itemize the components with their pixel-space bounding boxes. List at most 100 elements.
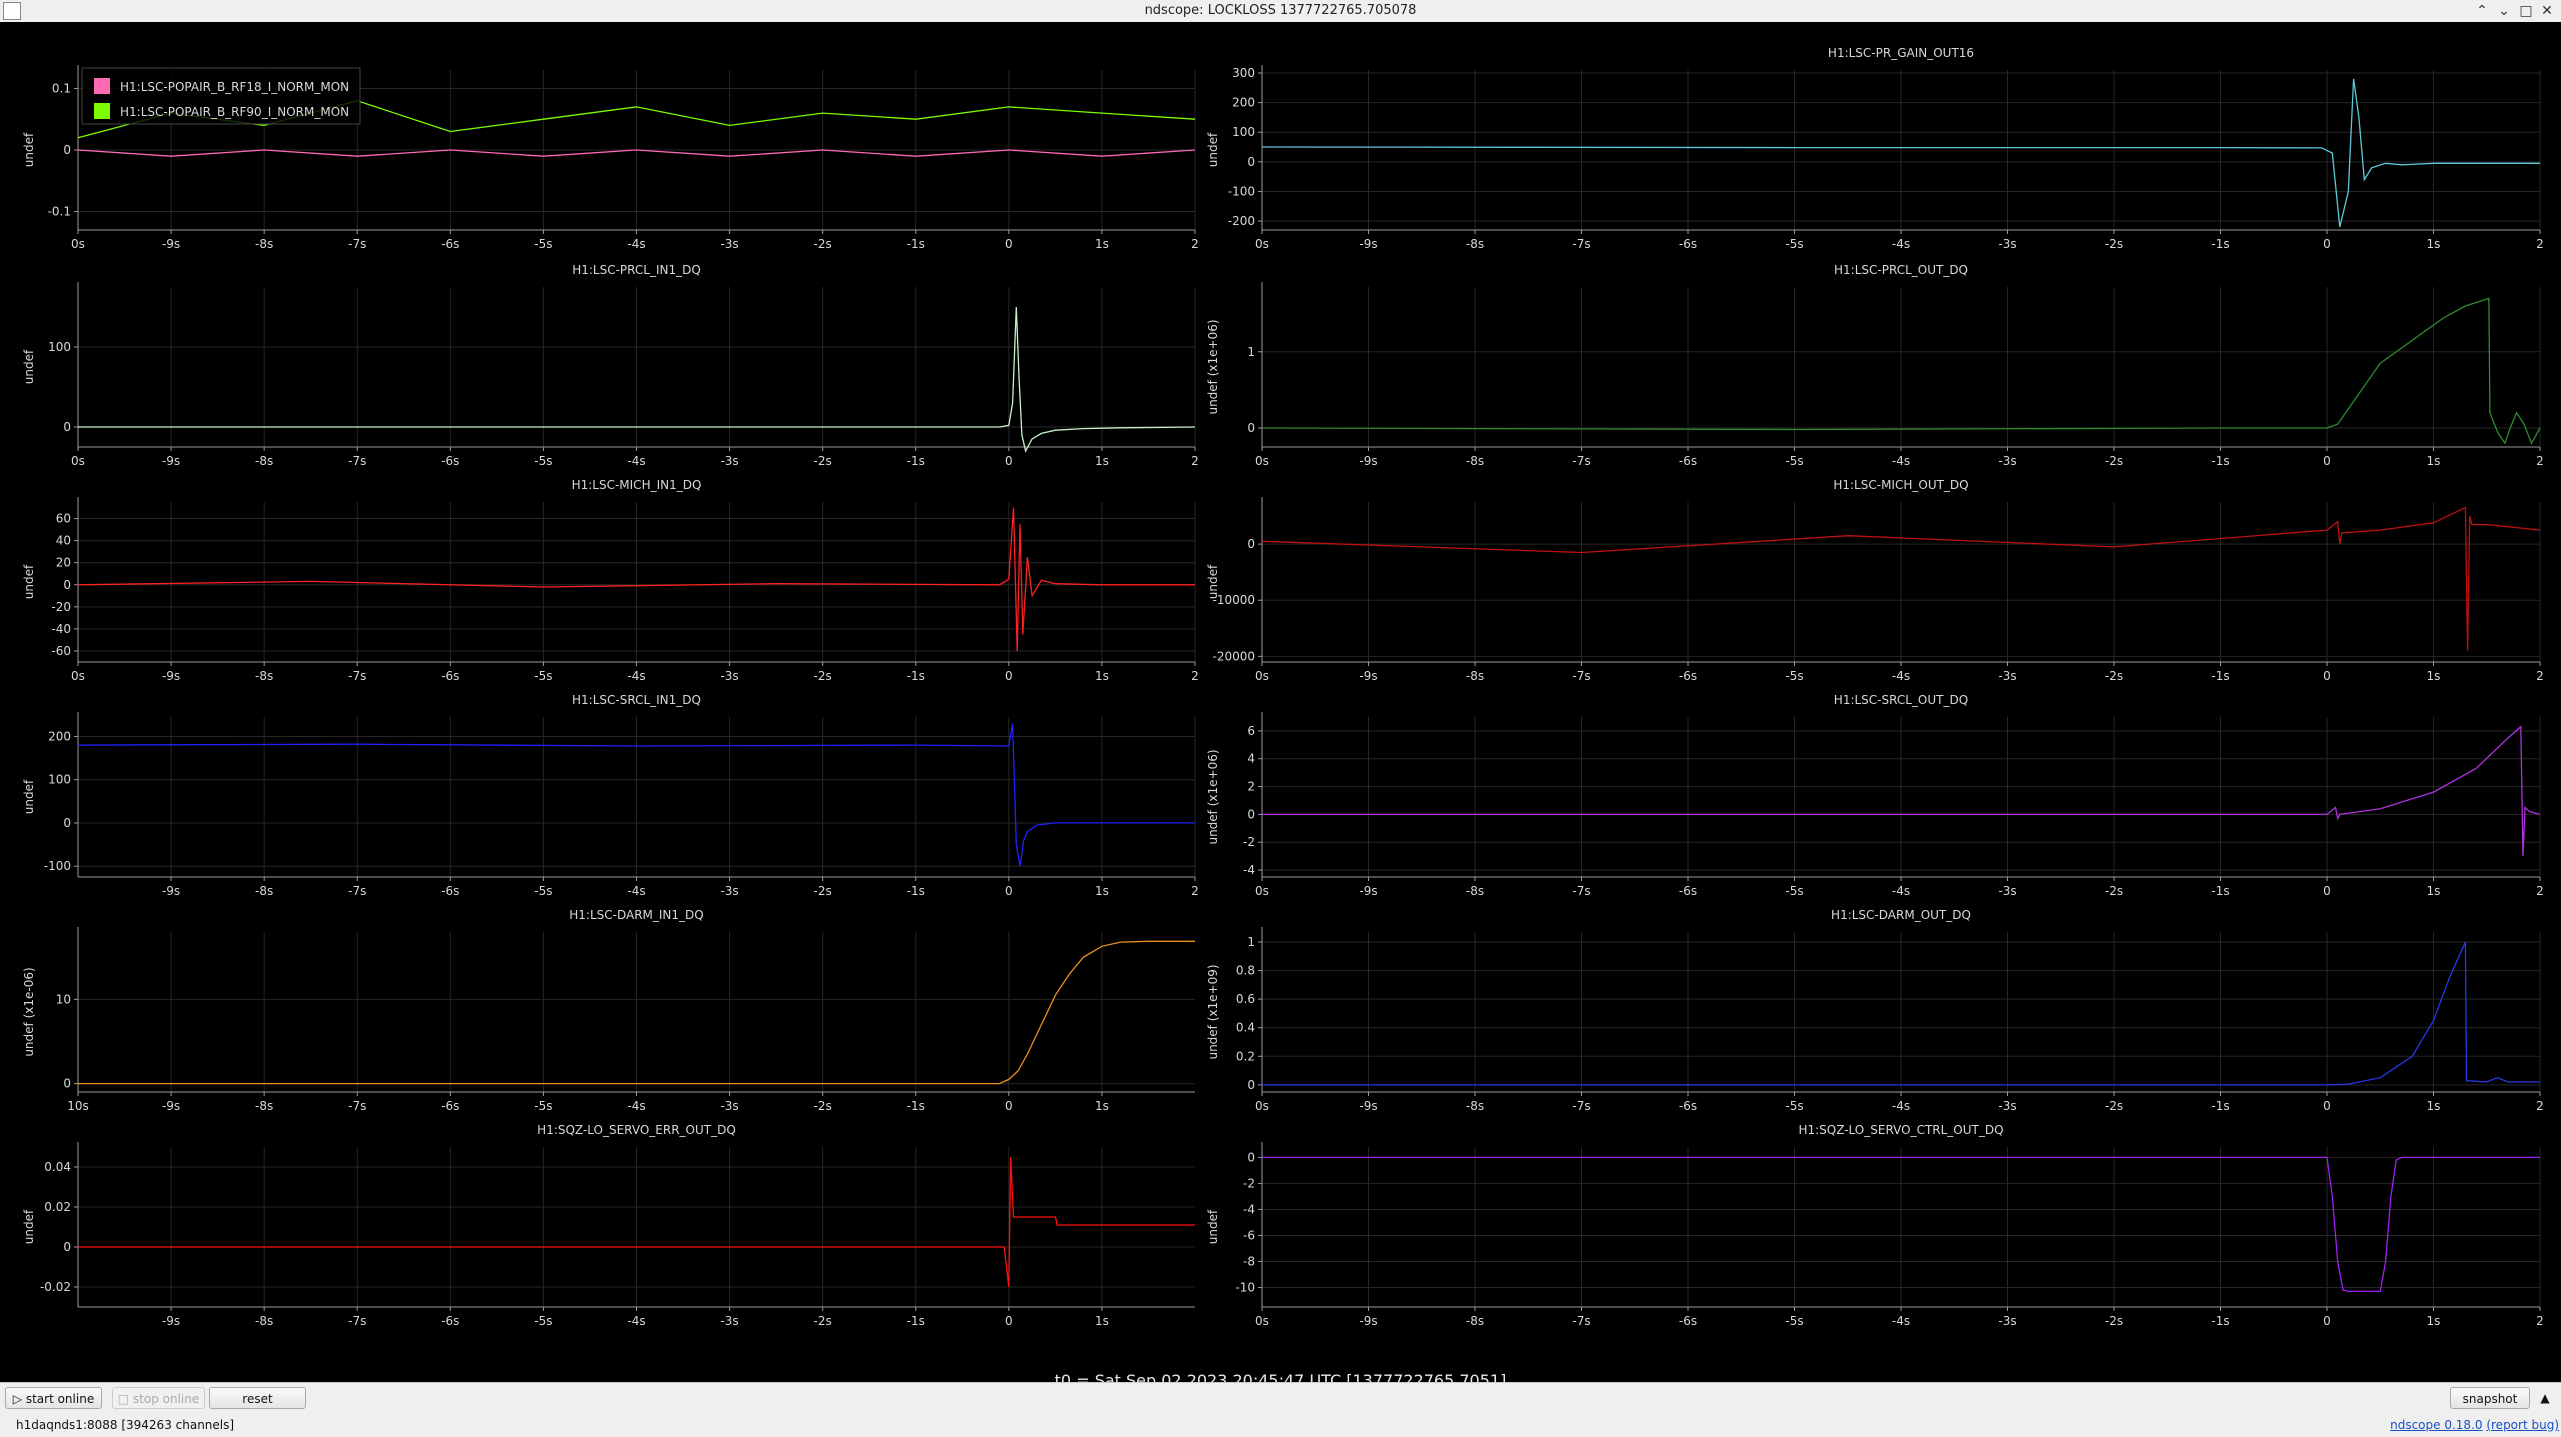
y-tick-label: -8	[1243, 1254, 1255, 1268]
x-tick-label: -1s	[2211, 1314, 2229, 1328]
plot-panel[interactable]: -0.1 0 0.1 0s -9s -8s -7s -6s -5s -4s -3s -2s -1s 0 1s…	[22, 65, 1199, 251]
x-tick-label: 0	[1005, 884, 1013, 898]
x-tick-label: 1s	[2427, 669, 2441, 683]
stop-online-button[interactable]: □ stop online	[112, 1387, 205, 1409]
x-tick-label: -7s	[1572, 1099, 1590, 1113]
x-tick-label: 0	[2323, 454, 2331, 468]
x-tick-label: -1s	[2211, 1099, 2229, 1113]
series-line	[78, 1156, 1195, 1288]
x-tick-label: -9s	[162, 237, 180, 251]
y-tick-label: 300	[1232, 66, 1255, 80]
x-tick-label: -8s	[1466, 1314, 1484, 1328]
report-bug-link[interactable]: (report bug)	[2486, 1418, 2559, 1432]
x-tick-label: -6s	[441, 884, 459, 898]
plot-area[interactable]: -0.1 0 0.1 0s -9s -8s -7s -6s -5s -4s -3s -2s -1s 0 1s…	[0, 22, 2561, 1390]
x-tick-label: 0s	[1255, 237, 1269, 251]
x-tick-label: -6s	[441, 237, 459, 251]
minimize-icon[interactable]: ⌃	[2476, 3, 2488, 19]
x-tick-label: -5s	[534, 237, 552, 251]
x-tick-label: -5s	[534, 454, 552, 468]
x-tick-label: 0	[2323, 1314, 2331, 1328]
plot-panel[interactable]: -0.02 0 0.02 0.04 -9s -8s -7s -6s -5s -4s -3s -2s -1…	[22, 1123, 1195, 1328]
x-tick-label: -6s	[1679, 454, 1697, 468]
y-tick-label: -100	[1228, 184, 1255, 198]
plot-title: H1:LSC-SRCL_IN1_DQ	[572, 693, 701, 707]
x-tick-label: -6s	[441, 1314, 459, 1328]
x-tick-label: 0s	[71, 237, 85, 251]
plot-panel[interactable]: 0 100 0s -9s -8s -7s -6s -5s -4s -3s -2s -1s 0 1s 2 H1:…	[22, 263, 1199, 468]
y-tick-label: 10	[56, 992, 71, 1006]
plot-panel[interactable]: -100 0 100 200 -9s -8s -7s -6s -5s -4s -3s -2s -1s 0 1…	[22, 693, 1199, 898]
x-tick-label: -3s	[1998, 1314, 2016, 1328]
y-tick-label: 0	[63, 578, 71, 592]
restore-icon[interactable]: ⌄	[2498, 3, 2510, 19]
series-line	[77, 100, 1196, 139]
close-icon[interactable]: ✕	[2541, 3, 2553, 19]
plot-panel[interactable]: 0 1 0s -9s -8s -7s -6s -5s -4s -3s -2s -1s 0 1s 2 H1:LS…	[1206, 263, 2544, 468]
x-tick-label: -1s	[2211, 669, 2229, 683]
x-tick-label: -6s	[1679, 669, 1697, 683]
x-tick-label: -2s	[814, 1314, 832, 1328]
y-tick-label: -0.1	[48, 205, 71, 219]
legend-swatch	[94, 78, 110, 94]
y-tick-label: -20	[51, 600, 71, 614]
legend-label: H1:LSC-POPAIR_B_RF90_I_NORM_MON	[120, 105, 349, 119]
version-link[interactable]: ndscope 0.18.0	[2390, 1418, 2483, 1432]
x-tick-label: -6s	[1679, 237, 1697, 251]
x-tick-label: -2s	[2105, 237, 2123, 251]
plot-title: H1:LSC-PRCL_IN1_DQ	[572, 263, 701, 277]
start-online-button[interactable]: ▷ start online	[5, 1387, 102, 1409]
x-tick-label: -7s	[1572, 1314, 1590, 1328]
plot-panel[interactable]: -4 -2 0 2 4 6 0s -9s -8s -7s -6s -5s -4s -3s -2s -1s 0 1s…	[1206, 693, 2544, 898]
x-tick-label: -8s	[255, 1314, 273, 1328]
x-tick-label: -9s	[162, 669, 180, 683]
y-tick-label: 100	[1232, 125, 1255, 139]
x-tick-label: -2s	[814, 1099, 832, 1113]
x-tick-label: -5s	[534, 1314, 552, 1328]
x-tick-label: -6s	[441, 669, 459, 683]
plot-panel[interactable]: -10 -8 -6 -4 -2 0 0s -9s -8s -7s -6s -5s -4s -3s -2s -1…	[1206, 1123, 2544, 1328]
x-tick-label: 1s	[2427, 237, 2441, 251]
series-line	[1261, 506, 2541, 651]
x-tick-label: 0s	[1255, 454, 1269, 468]
y-tick-label: -100	[44, 859, 71, 873]
x-tick-label: -6s	[441, 1099, 459, 1113]
x-tick-label: 0	[1005, 1314, 1013, 1328]
x-tick-label: -3s	[720, 669, 738, 683]
x-tick-label: 2	[2536, 669, 2544, 683]
series-line	[77, 723, 1195, 867]
x-tick-label: 0	[2323, 1099, 2331, 1113]
legend-swatch	[94, 103, 110, 119]
y-tick-label: -4	[1243, 1202, 1255, 1216]
y-tick-label: 100	[48, 773, 71, 787]
plot-panel[interactable]: -20000 -10000 0 0s -9s -8s -7s -6s -5s -4s -3s -2s -…	[1206, 478, 2544, 683]
x-tick-label: -4s	[1892, 1314, 1910, 1328]
x-tick-label: 2	[2536, 1314, 2544, 1328]
x-tick-label: -5s	[1785, 454, 1803, 468]
x-tick-label: 1s	[2427, 1099, 2441, 1113]
plot-panel[interactable]: 0 10 10s -9s -8s -7s -6s -5s -4s -3s -2s -1s 0 1s H1:L…	[22, 908, 1195, 1113]
y-axis-label: undef (x1e+06)	[1206, 749, 1220, 844]
plot-title: H1:LSC-DARM_OUT_DQ	[1831, 908, 1971, 922]
reset-button[interactable]: reset	[209, 1387, 306, 1409]
maximize-icon[interactable]: □	[2519, 3, 2533, 19]
x-tick-label: 1s	[1095, 884, 1109, 898]
app-icon	[3, 2, 21, 20]
y-tick-label: 0.6	[1236, 992, 1255, 1006]
chevron-up-icon[interactable]: ▲	[2540, 1391, 2550, 1405]
x-tick-label: 1s	[1095, 1099, 1109, 1113]
y-tick-label: 0.04	[44, 1160, 71, 1174]
x-tick-label: 0	[2323, 884, 2331, 898]
x-tick-label: -3s	[720, 237, 738, 251]
y-tick-label: 200	[48, 729, 71, 743]
y-axis-label: undef (x1e-06)	[22, 967, 36, 1056]
plot-grid[interactable]: -0.1 0 0.1 0s -9s -8s -7s -6s -5s -4s -3s -2s -1s 0 1s…	[0, 22, 2561, 1382]
plot-panel[interactable]: -200 -100 0 100 200 300 0s -9s -8s -7s -6s -5s -4s -3…	[1206, 46, 2544, 251]
snapshot-button[interactable]: snapshot	[2450, 1387, 2530, 1409]
x-tick-label: 1s	[1095, 1314, 1109, 1328]
plot-panel[interactable]: 0 0.2 0.4 0.6 0.8 1 0s -9s -8s -7s -6s -5s -4s -3s -2s…	[1206, 908, 2544, 1113]
y-tick-label: 0	[63, 1077, 71, 1091]
y-tick-label: 0.1	[52, 81, 71, 95]
x-tick-label: -1s	[907, 1314, 925, 1328]
